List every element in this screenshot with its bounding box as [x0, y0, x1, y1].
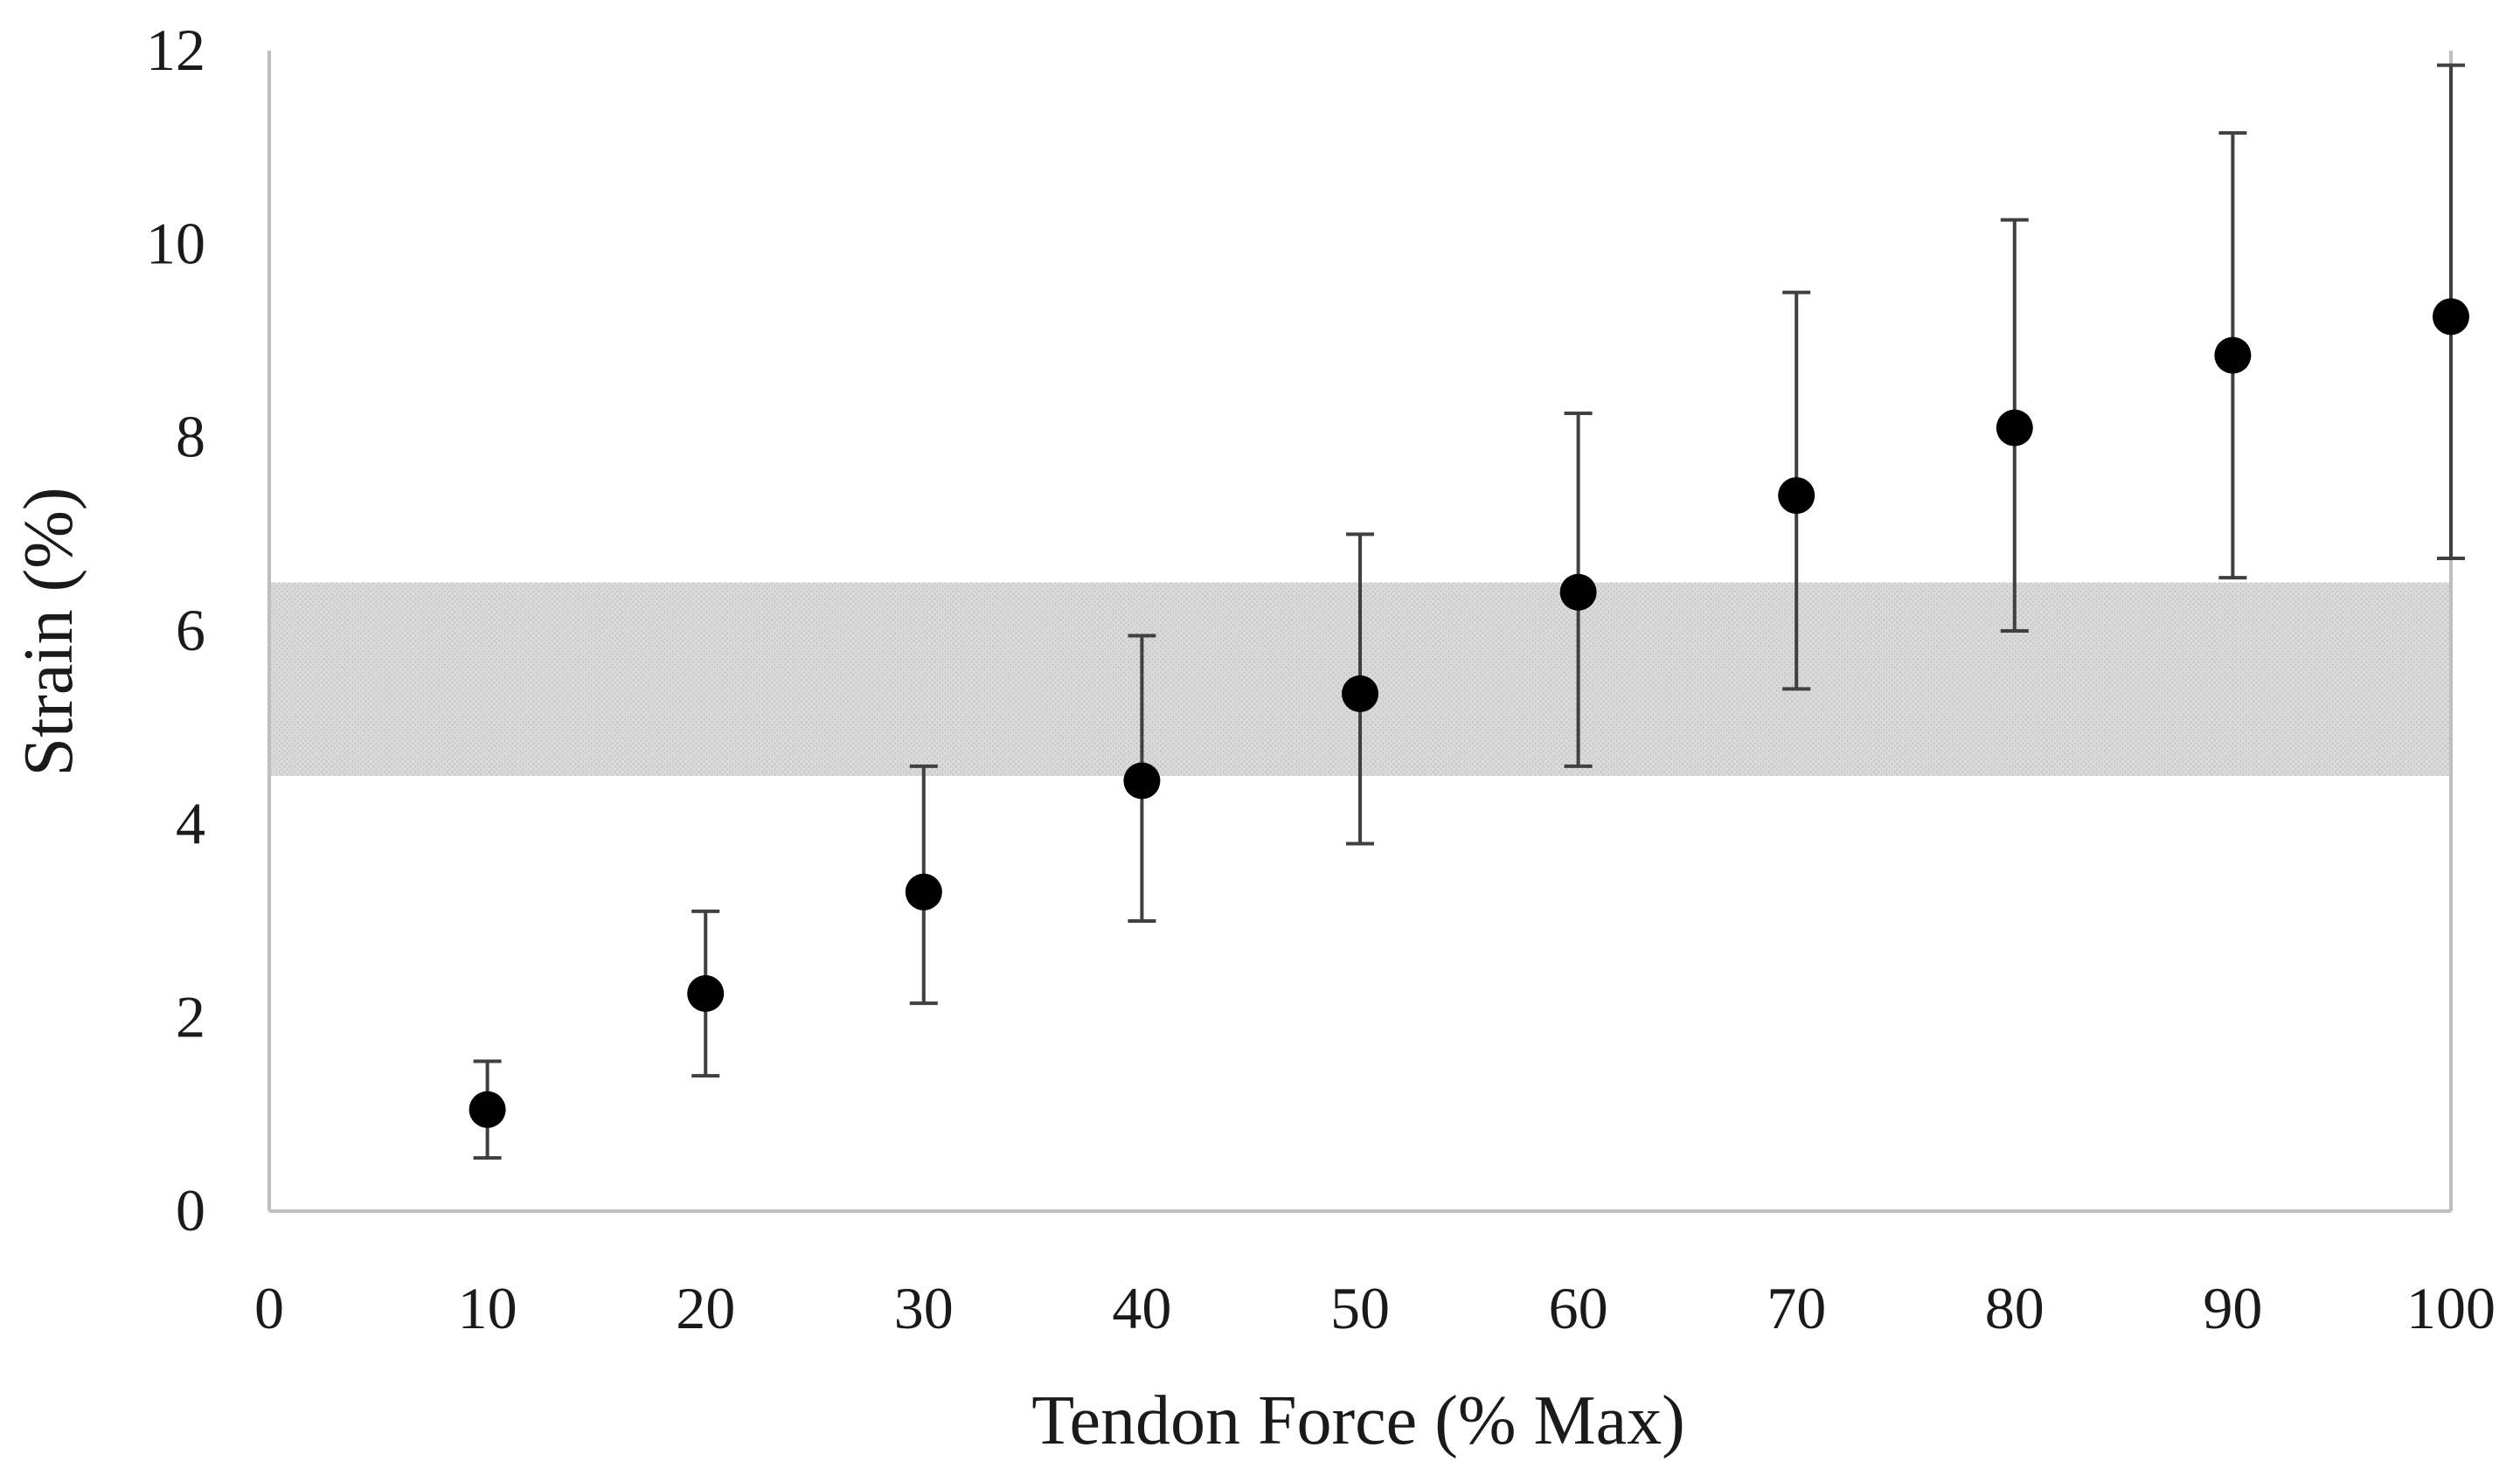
y-tick-label: 12: [146, 17, 205, 83]
x-tick-label: 0: [254, 1275, 284, 1341]
x-tick-label: 10: [458, 1275, 517, 1341]
x-tick-label: 80: [1985, 1275, 2044, 1341]
x-tick-label: 50: [1330, 1275, 1390, 1341]
data-point: [2214, 336, 2252, 374]
data-point: [687, 975, 725, 1012]
x-tick-label: 90: [2203, 1275, 2262, 1341]
data-points: [469, 298, 2469, 1128]
y-tick-label: 0: [176, 1177, 205, 1243]
y-tick-label: 10: [146, 210, 205, 276]
y-tick-label: 8: [176, 404, 205, 470]
data-point: [905, 873, 942, 911]
data-point: [1778, 477, 1815, 515]
data-point: [1342, 675, 1378, 712]
x-tick-label: 100: [2406, 1275, 2496, 1341]
y-tick-label: 4: [176, 790, 205, 856]
y-axis-title: Strain (%): [10, 487, 87, 776]
x-tick-label: 60: [1549, 1275, 1608, 1341]
data-point: [1123, 762, 1161, 800]
data-point: [2433, 298, 2469, 336]
y-tick-label: 6: [176, 597, 205, 663]
x-tick-label: 70: [1767, 1275, 1826, 1341]
data-point: [1996, 409, 2033, 447]
tick-labels: 0 10 20 30 40 50 60 70 80 90 100 0 2 4 6 8 10 12: [146, 17, 2496, 1341]
x-tick-label: 20: [676, 1275, 735, 1341]
y-tick-label: 2: [176, 984, 205, 1050]
x-tick-label: 30: [894, 1275, 954, 1341]
x-tick-label: 40: [1112, 1275, 1171, 1341]
data-point: [469, 1091, 506, 1128]
x-axis-title: Tendon Force (% Max): [1031, 1382, 1685, 1459]
data-point: [1559, 573, 1597, 611]
